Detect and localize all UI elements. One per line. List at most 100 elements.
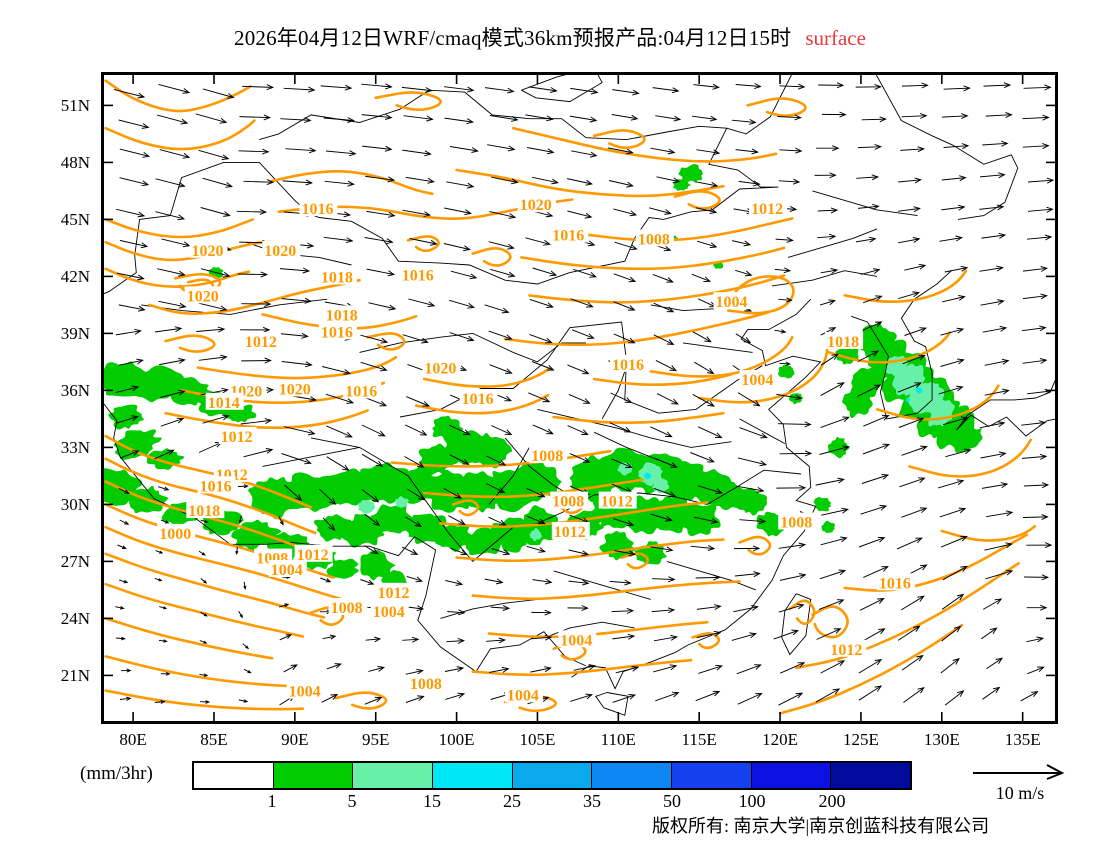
isobar-label-bg [399,265,438,283]
wind-vector [160,672,171,676]
wind-vector [900,595,925,611]
colorbar-swatch-15[interactable] [432,763,512,788]
forecast-map-plot[interactable]: 1016 1020 1020 1018 1020 1016 1008 1012 1016 1020… [101,72,1058,724]
wind-vector [612,694,637,703]
wind-vector [405,516,423,528]
colorbar-swatch-200[interactable] [830,763,911,788]
isobar-path [104,617,274,660]
wind-vector [981,627,998,640]
wind-vector [897,382,923,393]
precip-cell-1-5 [842,387,873,418]
wind-vector [858,685,883,701]
wind-vector [739,427,768,439]
wind-vector [569,115,598,123]
isobar-label: 1016 [612,357,644,374]
wind-vector [280,117,312,124]
wind-vector [815,688,841,703]
isobar-label-bg [205,392,244,410]
precip-cell-1-5 [735,487,768,516]
isobar-label: 1020 [264,243,296,260]
isobar-label-bg [343,381,382,399]
wind-vector [778,542,807,549]
coastline-path [545,621,635,638]
wind-vector [364,513,381,527]
wind-vector [567,364,590,375]
isobar-label: 1020 [520,197,552,214]
isobar-label: 1012 [554,524,586,541]
wind-vector [984,388,1010,396]
wind-vector [365,175,396,183]
isobar-path [104,552,326,619]
wind-vector [285,147,317,154]
isobar-path [511,126,778,163]
wind-vector [820,416,850,429]
colorbar-swatch-1[interactable] [272,763,353,788]
wind-vector [982,598,1003,610]
wind-vector [198,550,206,556]
isobar-label: 1016 [200,478,232,495]
wind-vector [613,301,636,311]
isobar-label-bg [370,601,409,619]
wind-vector [986,510,1014,518]
wind-vector [942,565,968,581]
isobar-path [452,499,480,517]
wind-vector [819,445,850,455]
isobar-path [697,341,829,404]
wind-vector [322,634,337,640]
wind-vector [362,145,393,152]
colorbar-swatch-25[interactable] [511,763,592,788]
colorbar-swatch-100[interactable] [750,763,831,788]
coastline-path [553,570,651,600]
wind-vector [157,114,189,125]
isobar-label-bg [299,199,338,216]
wind-vector [856,174,880,181]
colorbar-swatch-50[interactable] [671,763,751,788]
wind-vector [404,424,428,436]
wind-vector [695,574,721,581]
wind-vector [1022,358,1048,364]
y-axis-tick-24N: 24N [60,609,90,629]
wind-vector [1022,114,1050,121]
wind-vector [118,579,129,584]
isobar-label: 1018 [326,307,358,324]
wind-vector [202,414,230,424]
x-axis-tick-130E: 130E [923,730,960,749]
wind-vector [656,393,679,405]
precip-cell-1-5 [360,549,396,581]
wind-vector [614,241,638,251]
wind-vector [774,329,787,334]
isobar-path [487,620,709,639]
wind-vector [941,204,966,211]
wind-vector [862,321,883,331]
wind-vector [283,664,298,673]
colorbar-swatch-35[interactable] [591,763,672,788]
wind-vector [650,147,676,155]
wind-vector [944,690,965,706]
precipitation-colorbar[interactable] [192,761,912,790]
colorbar-swatch-0[interactable] [194,763,273,788]
wind-vector [982,686,1001,700]
isobar-label: 1008 [410,676,442,693]
wind-vector [857,384,882,397]
wind-vector [236,208,268,215]
wind-vector [407,488,426,501]
wind-vector [650,546,674,553]
isobar-path [727,275,795,315]
wind-vector [366,210,396,218]
wind-vector [655,359,677,372]
colorbar-swatch-5[interactable] [352,763,433,788]
wind-vector [159,358,186,366]
isobar-label: 1012 [297,547,329,564]
wind-vector [491,176,519,185]
wind-vector [566,178,593,186]
wind-vector [696,604,722,611]
wind-vector [568,549,590,557]
wind-vector [321,694,339,703]
isobar-label-bg [318,322,357,340]
wind-vector [450,270,478,280]
wind-vector [816,628,842,640]
wind-vector [896,537,923,550]
coastline-path [875,75,1019,220]
isobar-label-bg [635,229,674,247]
x-axis-tick-115E: 115E [681,730,717,749]
